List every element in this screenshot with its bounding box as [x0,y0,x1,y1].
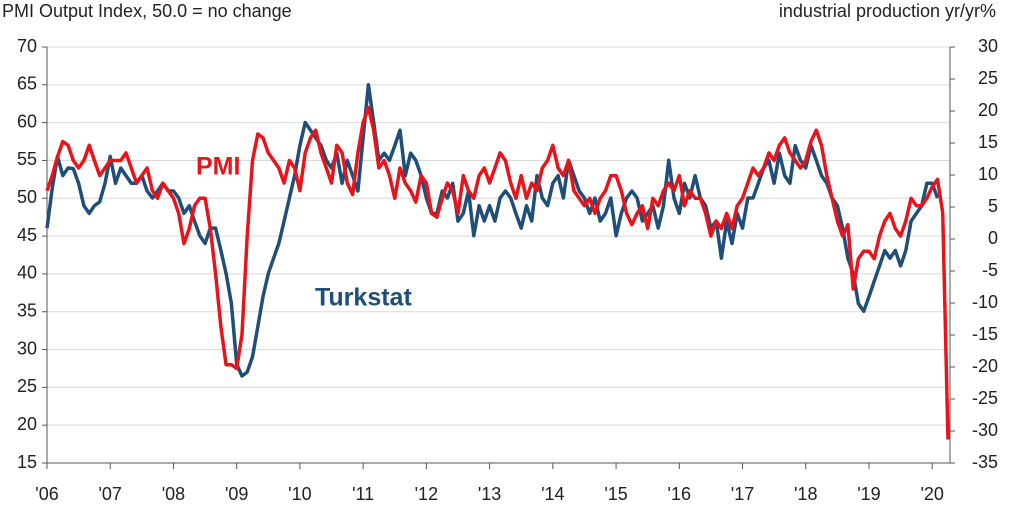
y2-tick-label: -5 [982,260,998,280]
y-tick-label: 65 [17,74,37,94]
series-line [45,105,950,440]
y-tick-label: 20 [17,414,37,434]
y2-tick-label: -15 [972,324,998,344]
y2-tick-label: -35 [972,452,998,472]
x-tick-label: '07 [98,484,121,504]
x-tick-label: '08 [162,484,185,504]
y-tick-label: 55 [17,149,37,169]
series-line [45,83,940,378]
x-tick-label: '09 [225,484,248,504]
x-tick-label: '17 [731,484,754,504]
y-tick-label: 70 [17,36,37,56]
x-tick-label: '10 [288,484,311,504]
x-tick-label: '20 [920,484,943,504]
y2-tick-label: 20 [978,100,998,120]
legend-label: PMI [196,153,240,181]
y-tick-label: 50 [17,187,37,207]
x-tick-label: '14 [541,484,564,504]
x-tick-label: '12 [415,484,438,504]
x-tick-label: '18 [794,484,817,504]
y-tick-label: 35 [17,300,37,320]
y2-tick-label: 25 [978,68,998,88]
y2-tick-label: -30 [972,420,998,440]
y2-axis-title: industrial production yr/yr% [779,1,996,21]
y-tick-label: 60 [17,111,37,131]
x-tick-label: '19 [857,484,880,504]
y2-tick-label: -10 [972,292,998,312]
y-tick-label: 45 [17,225,37,245]
x-tick-label: '11 [352,484,374,504]
y-tick-label: 25 [17,376,37,396]
y2-tick-label: -20 [972,356,998,376]
y2-tick-label: 0 [988,228,998,248]
y2-tick-label: 10 [978,164,998,184]
x-tick-label: '15 [604,484,627,504]
x-tick-label: '13 [478,484,501,504]
y2-tick-label: 15 [978,132,998,152]
y2-tick-label: 5 [988,196,998,216]
y-tick-label: 30 [17,338,37,358]
x-tick-label: '06 [35,484,58,504]
y-tick-label: 15 [17,452,37,472]
x-tick-label: '16 [668,484,691,504]
chart-title: PMI Output Index, 50.0 = no change [2,1,292,21]
y2-tick-label: -25 [972,388,998,408]
y-tick-label: 40 [17,263,37,283]
y2-tick-label: 30 [978,36,998,56]
legend-label: Turkstat [315,284,412,312]
